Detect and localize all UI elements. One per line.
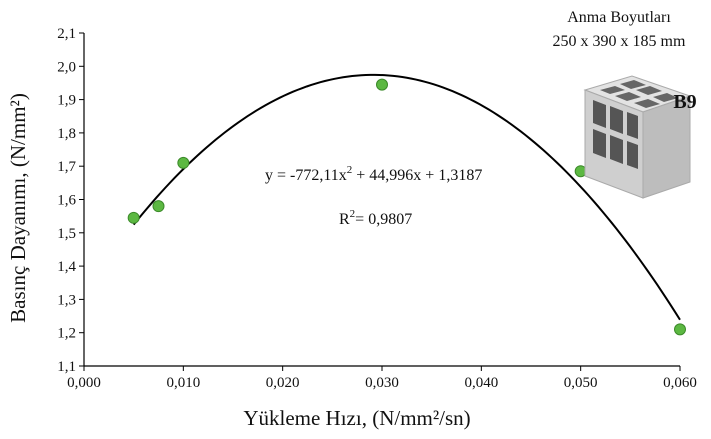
y-tick-label: 2,1 — [57, 26, 76, 42]
x-tick-label: 0,000 — [67, 375, 101, 391]
y-axis-ticks: 1,1 1,2 1,3 1,4 1,5 1,6 1,7 1,8 1,9 2,0 2,1 — [57, 26, 84, 375]
y-tick-label: 1,1 — [57, 359, 76, 375]
data-points — [127, 78, 686, 336]
x-tick-label: 0,050 — [564, 375, 598, 391]
x-axis-title: Yükleme Hızı, (N/mm²/sn) — [243, 406, 470, 430]
y-tick-label: 1,9 — [57, 93, 76, 109]
y-tick-label: 1,4 — [57, 259, 76, 275]
x-tick-label: 0,010 — [166, 375, 200, 391]
y-axis-title: Basınç Dayanımı, (N/mm²) — [6, 93, 30, 323]
y-tick-label: 1,6 — [57, 193, 76, 209]
y-tick-label: 1,2 — [57, 326, 76, 342]
x-tick-label: 0,060 — [663, 375, 697, 391]
data-point — [152, 200, 165, 213]
data-point — [177, 156, 190, 169]
y-tick-label: 1,8 — [57, 126, 76, 142]
data-point — [127, 211, 140, 224]
y-tick-label: 1,7 — [57, 159, 76, 175]
block-label: B9 — [673, 91, 696, 113]
dimensions-title: Anma Boyutları — [567, 9, 671, 26]
x-tick-label: 0,020 — [266, 375, 300, 391]
x-axis-ticks: 0,000 0,010 0,020 0,030 0,040 0,050 0,060 — [67, 366, 697, 391]
data-point — [376, 78, 388, 91]
brick-illustration — [583, 75, 692, 199]
x-tick-label: 0,040 — [464, 375, 498, 391]
x-tick-label: 0,030 — [365, 375, 399, 391]
y-tick-label: 1,5 — [57, 226, 76, 242]
y-tick-label: 1,3 — [57, 292, 76, 308]
r-squared-label: R2= 0,9807 — [339, 208, 412, 228]
data-point — [674, 323, 686, 336]
dimensions-value: 250 x 390 x 185 mm — [553, 33, 686, 50]
trendline — [132, 73, 681, 321]
y-tick-label: 2,0 — [57, 59, 76, 75]
equation-label: y = -772,11x2 + 44,996x + 1,3187 — [265, 164, 482, 184]
